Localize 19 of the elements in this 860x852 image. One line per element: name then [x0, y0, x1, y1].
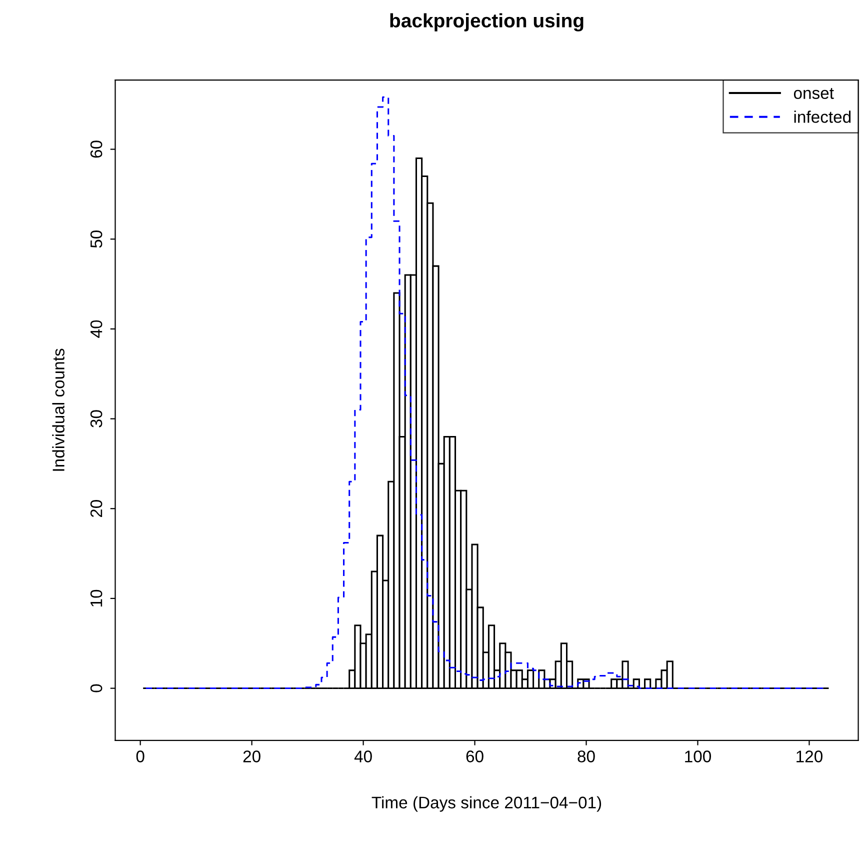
x-axis-title: Time (Days since 2011−04−01) [372, 796, 602, 812]
y-axis-title: Individual counts [52, 348, 64, 471]
y-tick-label: 50 [90, 230, 102, 248]
y-tick-label: 0 [90, 684, 102, 692]
y-tick-label: 10 [90, 590, 102, 606]
y-tick-label: 60 [90, 140, 102, 158]
chart-title: backprojection using [390, 13, 584, 32]
x-tick-label: 60 [466, 750, 484, 762]
x-tick-label: 40 [354, 750, 372, 762]
legend-label: infected [794, 110, 851, 123]
x-tick-label: 20 [243, 750, 260, 762]
y-tick-label: 20 [90, 500, 102, 518]
x-tick-label: 120 [796, 750, 822, 762]
y-tick-label: 30 [90, 410, 102, 428]
legend-label: onset [794, 88, 834, 99]
x-tick-label: 80 [578, 750, 595, 762]
y-tick-label: 40 [90, 320, 102, 338]
x-tick-label: 100 [685, 750, 711, 762]
x-tick-label: 0 [136, 750, 144, 762]
